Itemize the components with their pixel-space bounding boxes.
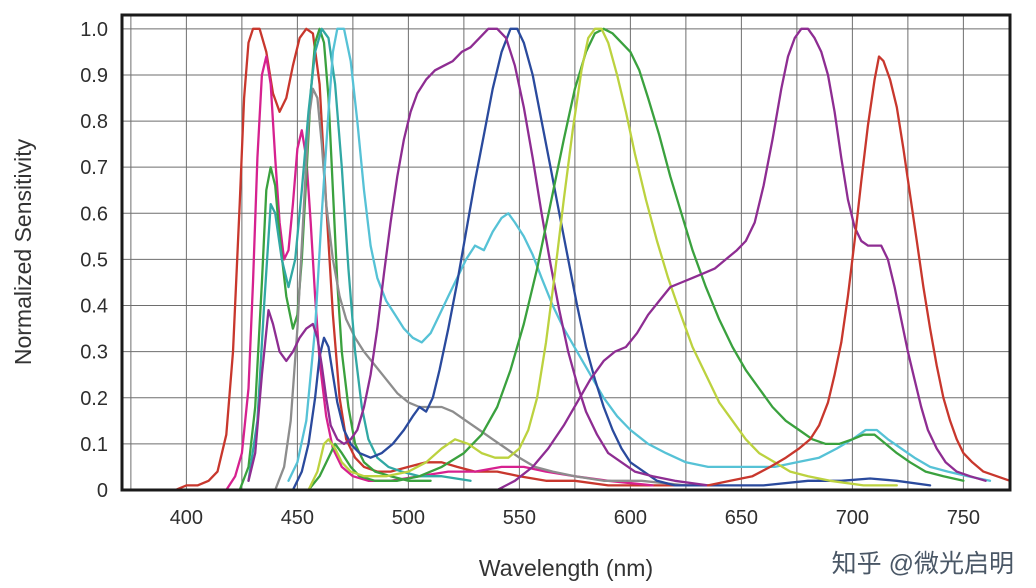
x-tick-label: 550: [503, 507, 536, 529]
x-tick-label: 500: [392, 507, 425, 529]
series-green-588: [307, 27, 965, 490]
x-tick-label: 650: [725, 507, 758, 529]
y-tick-label: 0.1: [80, 434, 108, 456]
y-tick-label: 0.4: [80, 296, 108, 318]
series-red-430-455: [174, 27, 699, 490]
y-axis-title: Normalized Sensitivity: [10, 138, 36, 365]
x-tick-label: 750: [947, 507, 980, 529]
plot-border: [120, 13, 1012, 492]
y-tick-label: 0.9: [80, 65, 108, 87]
x-axis-title: Wavelength (nm): [479, 555, 653, 581]
series-purple-540: [247, 27, 710, 487]
x-tick-label: 700: [836, 507, 869, 529]
x-tick-label: 400: [170, 507, 203, 529]
y-tick-label: 0: [97, 480, 108, 502]
y-tick-label: 0.7: [80, 157, 108, 179]
y-tick-label: 0.2: [80, 388, 108, 410]
watermark-text: 知乎 @微光启明: [832, 550, 1014, 578]
series-group: [174, 27, 1010, 490]
y-tick-label: 0.5: [80, 249, 108, 271]
y-tick-label: 0.8: [80, 111, 108, 133]
series-lime-584: [307, 27, 898, 490]
y-tick-label: 0.3: [80, 342, 108, 364]
x-tick-label: 450: [281, 507, 314, 529]
series-cyan-468-545: [287, 27, 992, 482]
y-tick-label: 0.6: [80, 203, 108, 225]
y-tick-label: 1.0: [80, 19, 108, 41]
tick-labels: 400 450 500 550 600 650 700 750 1.0 0.9 0.8 0.7 0.6 0…: [80, 19, 980, 529]
series-red-712: [706, 55, 1010, 487]
series-purple-677: [496, 27, 987, 490]
x-tick-label: 600: [614, 507, 647, 529]
series-gray-456: [274, 87, 688, 490]
series-magenta-435-451: [225, 55, 654, 490]
plot-layer: [120, 13, 1012, 492]
series-teal-461: [247, 27, 472, 482]
